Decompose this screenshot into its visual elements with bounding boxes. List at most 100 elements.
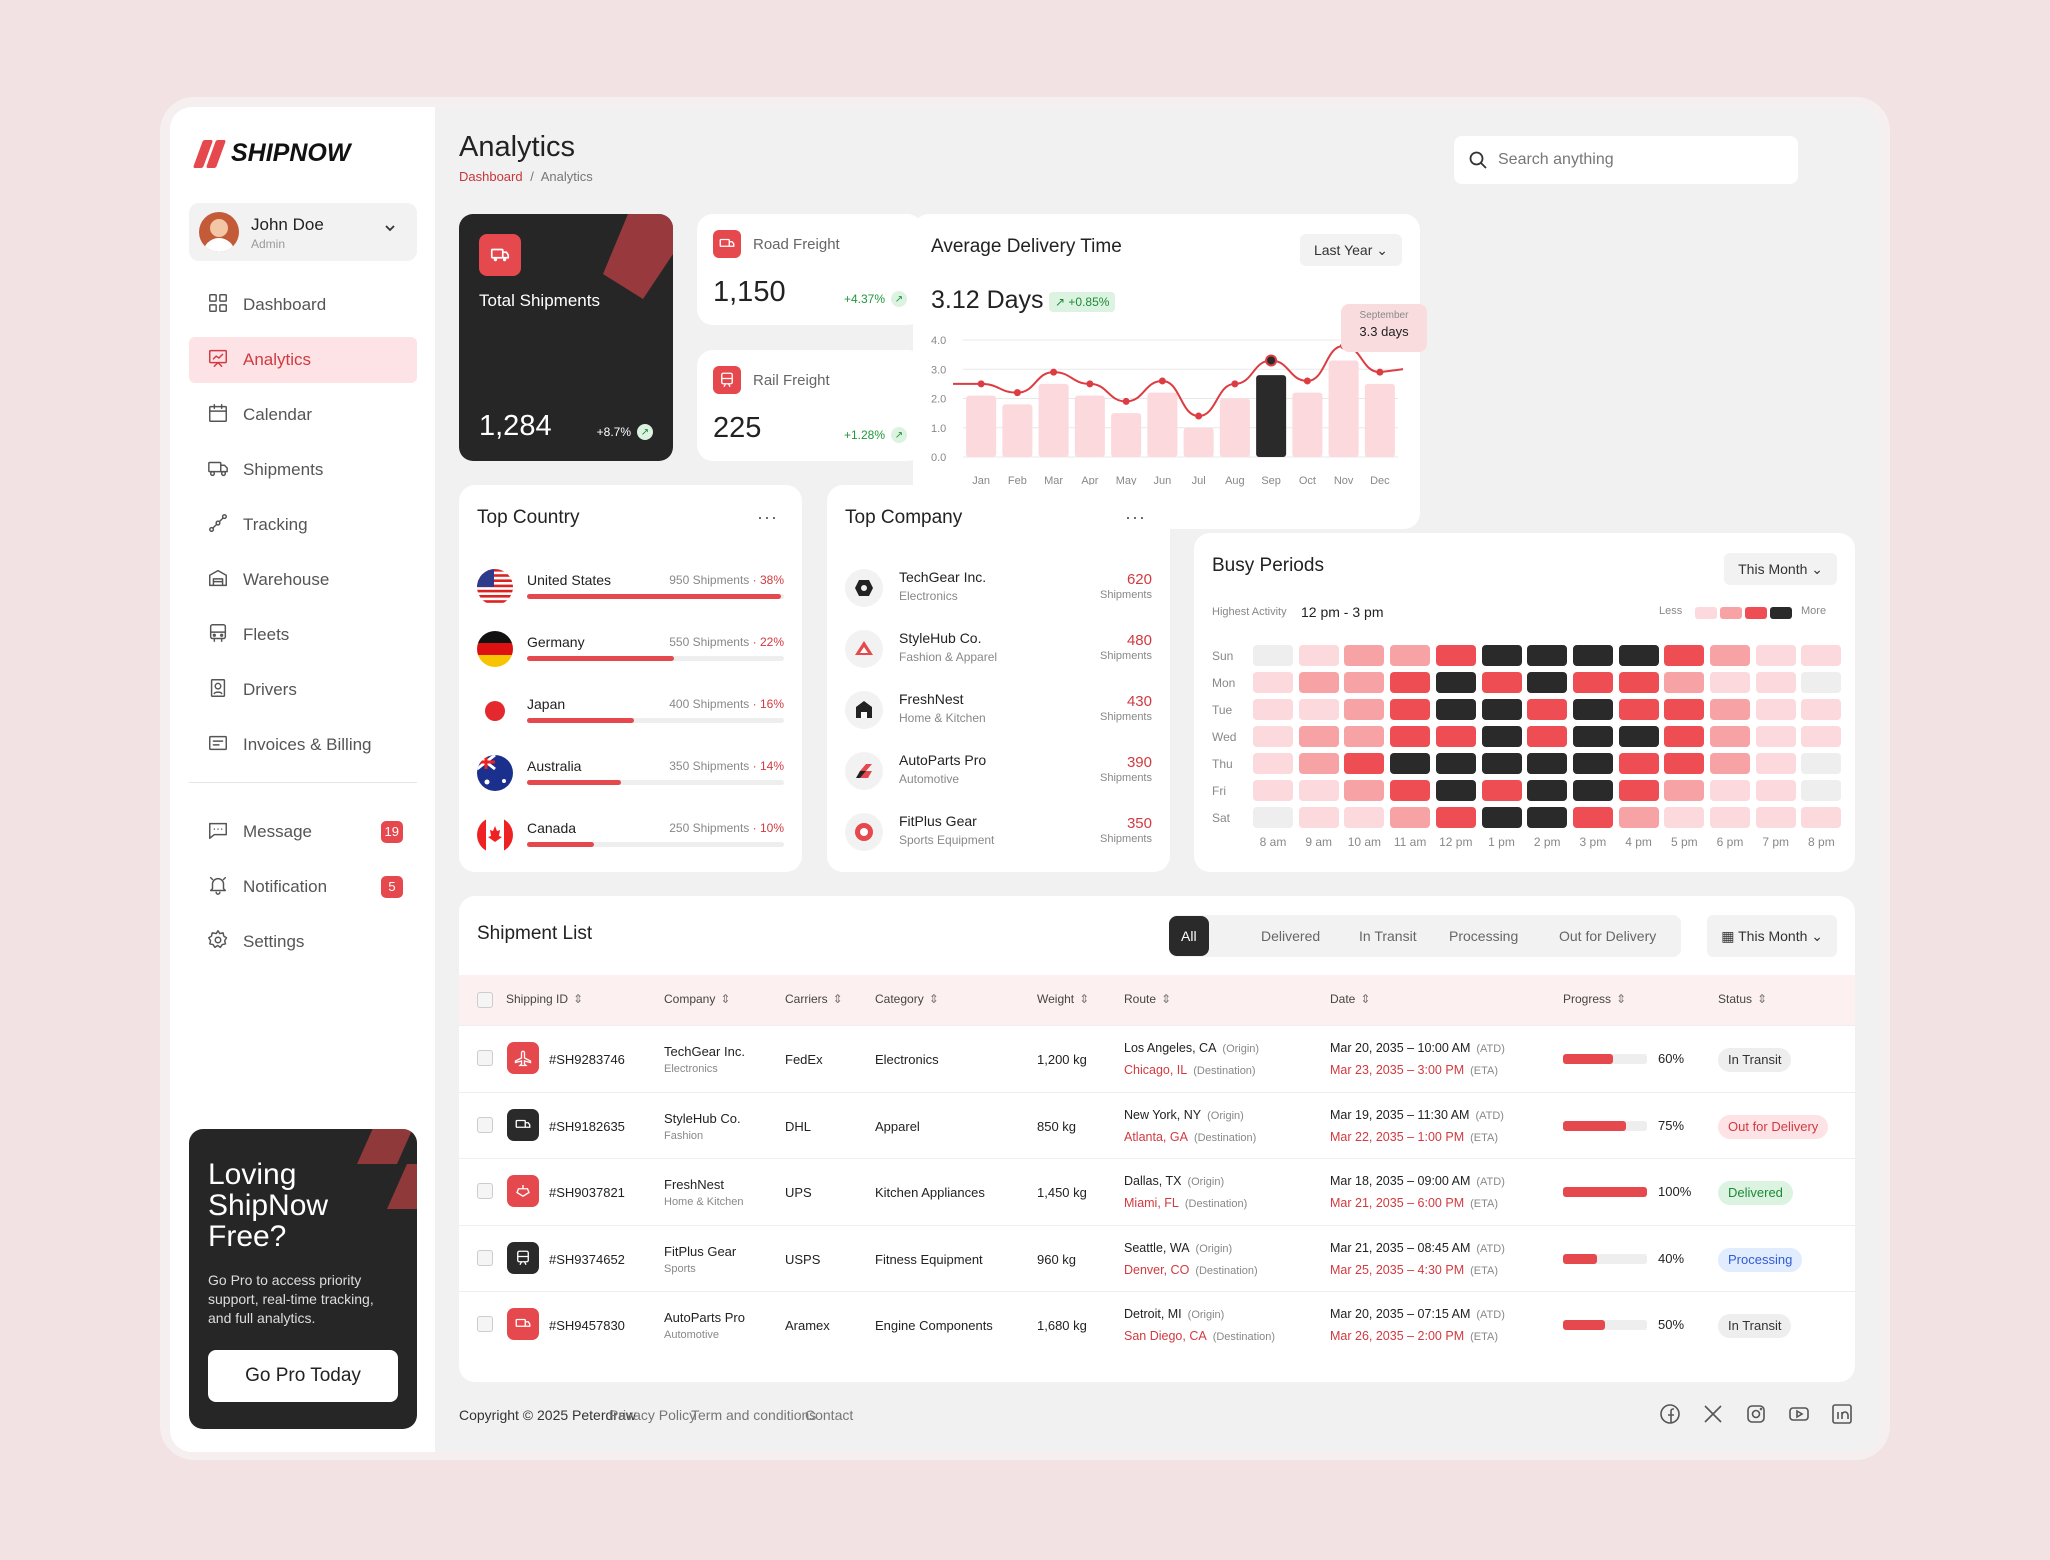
heatmap-cell[interactable] <box>1755 699 1796 720</box>
heatmap-cell[interactable] <box>1344 726 1385 747</box>
more-options-icon[interactable]: ··· <box>757 507 778 527</box>
heatmap-cell[interactable] <box>1344 645 1385 666</box>
heatmap-cell[interactable] <box>1572 807 1613 828</box>
heatmap-cell[interactable] <box>1755 645 1796 666</box>
heatmap-cell[interactable] <box>1435 753 1476 774</box>
column-header[interactable]: Company ⇕ <box>664 992 730 1006</box>
heatmap-cell[interactable] <box>1755 753 1796 774</box>
heatmap-cell[interactable] <box>1390 672 1431 693</box>
heatmap-cell[interactable] <box>1344 672 1385 693</box>
search-bar[interactable] <box>1454 136 1798 184</box>
sidebar-item-fleets[interactable]: Fleets <box>189 612 417 658</box>
column-header[interactable]: Weight ⇕ <box>1037 992 1089 1006</box>
shipping-id[interactable]: #SH9182635 <box>549 1118 625 1134</box>
row-checkbox[interactable] <box>477 1249 493 1266</box>
shipping-id[interactable]: #SH9037821 <box>549 1185 625 1200</box>
data-point[interactable] <box>1376 368 1384 376</box>
row-checkbox[interactable] <box>477 1116 493 1133</box>
list-item[interactable]: United States 950 Shipments · 38% <box>477 569 784 615</box>
select-all-checkbox[interactable] <box>477 992 493 1008</box>
heatmap-cell[interactable] <box>1481 753 1522 774</box>
data-point[interactable] <box>1303 377 1311 385</box>
heatmap-cell[interactable] <box>1664 672 1705 693</box>
heatmap-cell[interactable] <box>1527 753 1568 774</box>
heatmap-cell[interactable] <box>1390 780 1431 801</box>
heatmap-cell[interactable] <box>1298 699 1339 720</box>
shipping-id[interactable]: #SH9457830 <box>549 1318 625 1333</box>
heatmap-cell[interactable] <box>1390 726 1431 747</box>
sidebar-item-warehouse[interactable]: Warehouse <box>189 557 417 603</box>
heatmap-cell[interactable] <box>1390 645 1431 666</box>
data-point[interactable] <box>1158 377 1166 385</box>
heatmap-cell[interactable] <box>1710 699 1750 720</box>
list-item[interactable]: StyleHub Co. Fashion & Apparel 480 Shipment… <box>845 628 1152 674</box>
sidebar-item-message[interactable]: Message 19 <box>189 809 417 855</box>
heatmap-cell[interactable] <box>1435 645 1476 666</box>
column-header[interactable]: Route ⇕ <box>1124 992 1171 1006</box>
heatmap-cell[interactable] <box>1664 807 1705 828</box>
sidebar-item-settings[interactable]: Settings <box>189 919 417 965</box>
heatmap-cell[interactable] <box>1298 753 1339 774</box>
heatmap-cell[interactable] <box>1572 672 1613 693</box>
list-item[interactable]: TechGear Inc. Electronics 620 Shipments <box>845 567 1152 613</box>
sidebar-item-invoices-billing[interactable]: Invoices & Billing <box>189 722 417 768</box>
sidebar-item-analytics[interactable]: Analytics <box>189 337 417 383</box>
heatmap-cell[interactable] <box>1801 726 1842 747</box>
period-dropdown[interactable]: This Month ⌄ <box>1724 553 1837 585</box>
heatmap-cell[interactable] <box>1710 780 1750 801</box>
heatmap-cell[interactable] <box>1344 780 1385 801</box>
heatmap-cell[interactable] <box>1527 726 1568 747</box>
youtube-icon[interactable] <box>1787 1402 1811 1426</box>
heatmap-cell[interactable] <box>1618 672 1659 693</box>
list-item[interactable]: AutoParts Pro Automotive 390 Shipments <box>845 750 1152 796</box>
sidebar-item-calendar[interactable]: Calendar <box>189 392 417 438</box>
heatmap-cell[interactable] <box>1572 780 1613 801</box>
heatmap-cell[interactable] <box>1344 753 1385 774</box>
heatmap-cell[interactable] <box>1435 672 1476 693</box>
list-item[interactable]: FitPlus Gear Sports Equipment 350 Shipments <box>845 811 1152 857</box>
heatmap-cell[interactable] <box>1801 699 1842 720</box>
data-point[interactable] <box>977 380 985 388</box>
list-item[interactable]: Australia 350 Shipments · 14% <box>477 755 784 801</box>
heatmap-cell[interactable] <box>1618 753 1659 774</box>
heatmap-cell[interactable] <box>1710 645 1750 666</box>
heatmap-cell[interactable] <box>1481 807 1522 828</box>
heatmap-cell[interactable] <box>1618 726 1659 747</box>
heatmap-cell[interactable] <box>1572 726 1613 747</box>
row-checkbox[interactable] <box>477 1183 493 1199</box>
heatmap-cell[interactable] <box>1710 672 1750 693</box>
data-point[interactable] <box>1086 380 1094 388</box>
heatmap-cell[interactable] <box>1664 726 1705 747</box>
footer-link-contact[interactable]: Contact <box>805 1407 854 1423</box>
data-point[interactable] <box>1013 389 1021 397</box>
filter-tab-out-for-delivery[interactable]: Out for Delivery <box>1559 928 1657 944</box>
footer-link-privacy[interactable]: Privacy Policy <box>609 1407 697 1423</box>
heatmap-cell[interactable] <box>1664 645 1705 666</box>
table-row[interactable]: #SH9283746 TechGear Inc. Electronics FedEx E… <box>459 1025 1855 1091</box>
bar[interactable] <box>1038 383 1069 457</box>
date-range-dropdown[interactable]: ▦ This Month ⌄ <box>1707 915 1837 957</box>
footer-link-term[interactable]: Term and conditions <box>691 1407 817 1423</box>
filter-tab-delivered[interactable]: Delivered <box>1261 928 1321 944</box>
bar[interactable] <box>1292 392 1323 457</box>
sidebar-item-dashboard[interactable]: Dashboard <box>189 282 417 328</box>
heatmap-cell[interactable] <box>1527 672 1568 693</box>
heatmap-cell[interactable] <box>1572 753 1613 774</box>
heatmap-cell[interactable] <box>1298 672 1339 693</box>
column-header[interactable]: Status ⇕ <box>1718 992 1767 1006</box>
heatmap-cell[interactable] <box>1527 699 1568 720</box>
bar[interactable] <box>1328 360 1359 457</box>
bar[interactable] <box>1183 427 1214 457</box>
heatmap-cell[interactable] <box>1618 807 1659 828</box>
heatmap-cell[interactable] <box>1664 699 1705 720</box>
heatmap-cell[interactable] <box>1664 753 1705 774</box>
bar[interactable] <box>1111 413 1142 457</box>
heatmap-cell[interactable] <box>1801 780 1842 801</box>
list-item[interactable]: Canada 250 Shipments · 10% <box>477 817 784 863</box>
breadcrumb-root[interactable]: Dashboard <box>459 169 523 184</box>
heatmap-cell[interactable] <box>1481 726 1522 747</box>
brand-logo[interactable]: SHIPNOW <box>192 139 350 168</box>
row-checkbox[interactable] <box>477 1316 493 1332</box>
facebook-icon[interactable] <box>1658 1402 1682 1426</box>
x-icon[interactable] <box>1701 1402 1725 1426</box>
